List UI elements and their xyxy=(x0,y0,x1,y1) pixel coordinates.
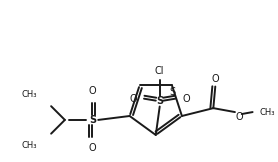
Text: O: O xyxy=(182,94,190,104)
Text: Cl: Cl xyxy=(155,66,165,76)
Text: CH₃: CH₃ xyxy=(259,108,275,117)
Text: CH₃: CH₃ xyxy=(22,90,37,99)
Text: O: O xyxy=(235,112,243,122)
Text: S: S xyxy=(170,87,176,97)
Text: O: O xyxy=(212,74,219,84)
Text: O: O xyxy=(88,143,96,153)
Text: O: O xyxy=(129,94,137,104)
Text: CH₃: CH₃ xyxy=(22,141,37,150)
Text: O: O xyxy=(88,87,96,96)
Text: S: S xyxy=(156,96,163,106)
Text: S: S xyxy=(89,115,96,125)
